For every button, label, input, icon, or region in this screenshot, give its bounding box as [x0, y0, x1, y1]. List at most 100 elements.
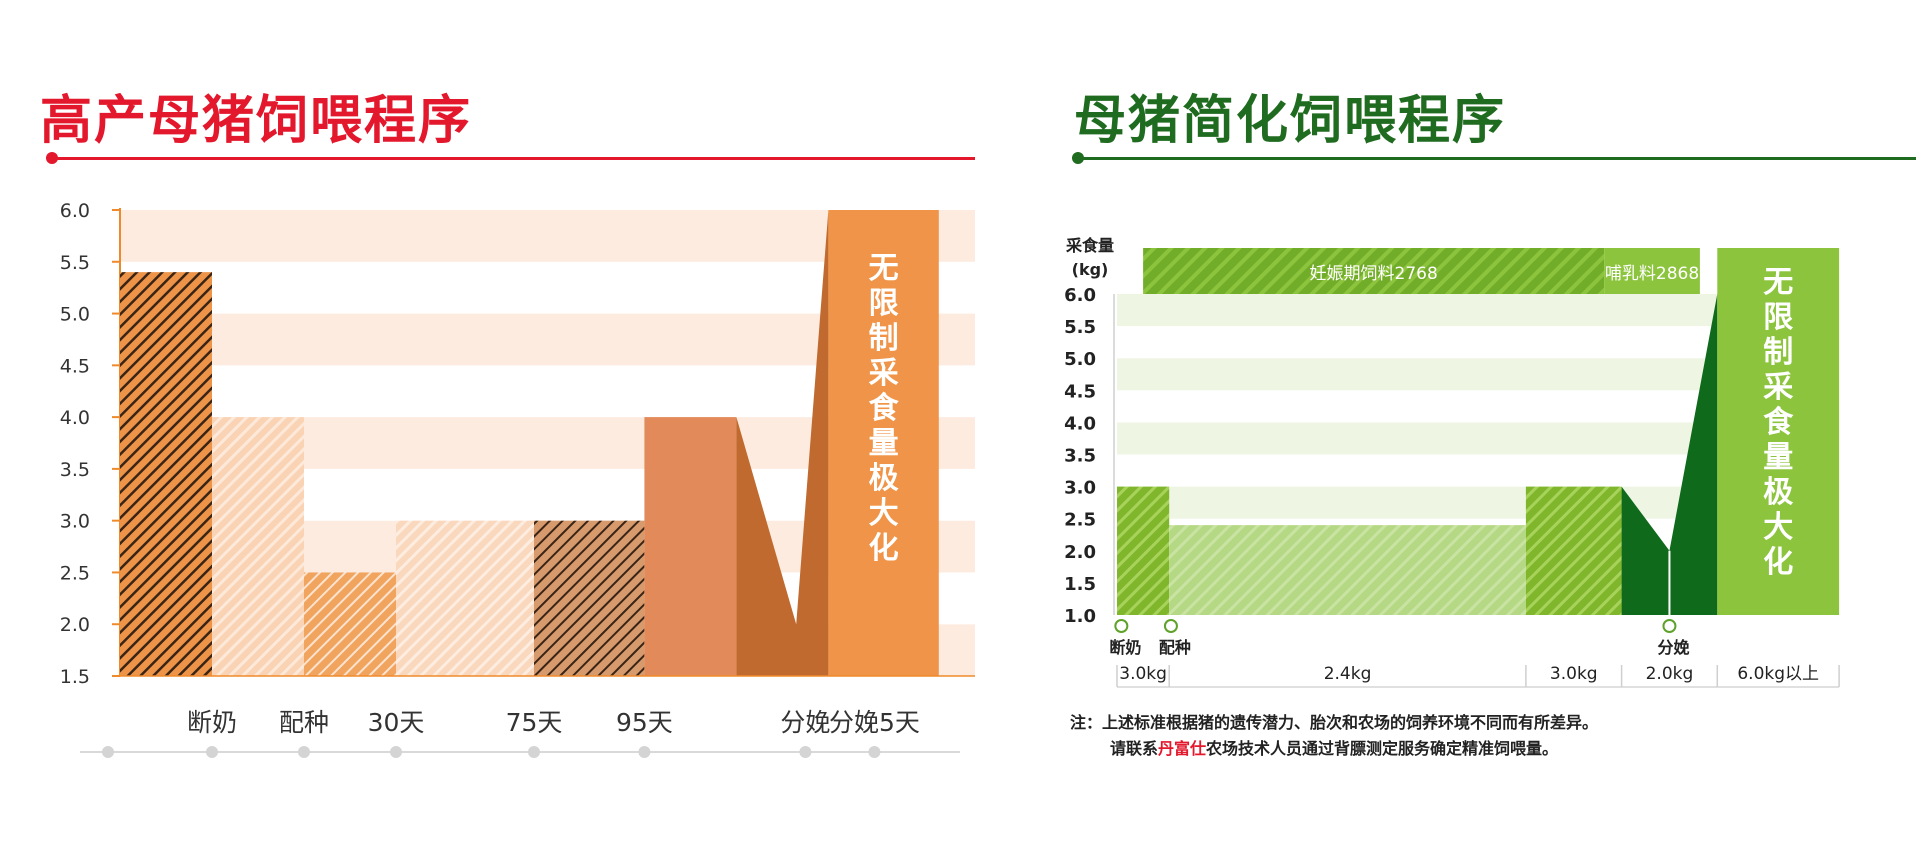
- left-panel: 高产母猪饲喂程序 6.0 5.5 5.0 4.5 4.0 3.5 3.0 2.5 2.0 1.5 无…: [40, 91, 975, 758]
- right-unlimited-label-char: 无: [1763, 265, 1793, 300]
- right-y-axis-title: (kg): [1072, 260, 1109, 279]
- left-y-tick-label: 6.0: [60, 200, 90, 222]
- right-feed-bar-1: [1143, 248, 1605, 294]
- left-unlimited-label-char: 制: [869, 321, 899, 356]
- left-y-tick-label: 5.5: [60, 252, 90, 274]
- right-y-tick-label: 4.5: [1064, 381, 1096, 402]
- right-bar-1: [1117, 486, 1170, 615]
- left-bar-4: [396, 520, 534, 676]
- left-timeline-label: 分娩5天: [829, 708, 920, 737]
- left-unlimited-label-char: 限: [869, 286, 899, 321]
- left-rule-dot: [46, 152, 58, 164]
- left-timeline-dot: [528, 746, 540, 758]
- left-timeline-dot: [206, 746, 218, 758]
- right-y-tick-label: 5.0: [1064, 349, 1096, 370]
- left-unlimited-label-char: 化: [869, 531, 899, 566]
- right-amount-label: 2.4kg: [1324, 664, 1372, 684]
- right-amount-label: 6.0kg以上: [1737, 664, 1819, 684]
- left-bar-3: [304, 572, 396, 676]
- right-grid-band: [1117, 454, 1718, 487]
- right-y-tick-label: 2.5: [1064, 510, 1096, 531]
- right-unlimited-label-char: 化: [1763, 545, 1793, 580]
- left-timeline-dot: [638, 746, 651, 758]
- right-unlimited-label-char: 大: [1763, 510, 1793, 545]
- right-panel: 母猪简化饲喂程序 采食量 (kg) 6.0 5.5 5.0 4.5 4.0 3.5 3.0 2.5…: [1060, 0, 1920, 862]
- left-timeline-dot: [799, 746, 812, 758]
- right-marker-label: 断奶: [1109, 638, 1141, 657]
- right-unlimited-label-char: 采: [1763, 370, 1793, 405]
- right-y-tick-label: 4.0: [1064, 413, 1096, 434]
- right-y-tick-label: 2.0: [1064, 542, 1096, 563]
- left-bar-5: [534, 520, 645, 676]
- right-chart: 采食量 (kg) 6.0 5.5 5.0 4.5 4.0 3.5 3.0 2.5 2.0 1.5 1.0…: [1064, 236, 1840, 688]
- right-marker-label: 配种: [1159, 638, 1191, 657]
- right-marker-dot: [1662, 619, 1677, 633]
- left-bar-2: [212, 417, 304, 676]
- right-y-tick-label: 5.5: [1064, 317, 1096, 338]
- left-timeline-label: 30天: [368, 708, 425, 737]
- right-grid-band: [1117, 294, 1718, 327]
- left-y-tick-label: 2.5: [60, 562, 90, 584]
- left-timeline-dot: [390, 746, 402, 758]
- right-marker-dot: [1114, 619, 1129, 633]
- right-amount-label: 3.0kg: [1119, 664, 1167, 684]
- right-rule-dot: [1072, 152, 1084, 164]
- right-amount-label: 2.0kg: [1646, 664, 1694, 684]
- right-farrowing-drop: [1621, 294, 1718, 615]
- left-y-tick-label: 3.5: [60, 459, 90, 481]
- left-unlimited-label-char: 采: [869, 356, 899, 391]
- left-timeline-label: 断奶: [187, 708, 237, 737]
- right-unlimited-label-char: 食: [1763, 405, 1794, 440]
- left-timeline-dot: [868, 746, 881, 758]
- right-unlimited-label-char: 极: [1763, 475, 1793, 510]
- left-unlimited-label-char: 大: [869, 496, 899, 531]
- left-unlimited-label-char: 食: [869, 391, 900, 426]
- right-bar-3: [1525, 486, 1622, 615]
- right-title: 母猪简化饲喂程序: [1074, 91, 1507, 151]
- left-timeline-label: 95天: [616, 708, 673, 737]
- right-feed-label-1: 妊娠期饲料2768: [1310, 264, 1438, 284]
- note-line-1: 注：上述标准根据猪的遗传潜力、胎次和农场的饲养环境不同而有所差异。: [1070, 713, 1599, 732]
- left-farrowing-drop: [736, 210, 829, 676]
- right-feed-bar-2: [1604, 248, 1700, 294]
- note-line-2: 请联系丹富仕农场技术人员通过背膘测定服务确定精准饲喂量。: [1110, 735, 1558, 759]
- right-bar-2: [1169, 525, 1526, 615]
- right-marker-dot: [1163, 619, 1178, 633]
- note-line-2-pre: 请联系: [1110, 739, 1159, 758]
- left-y-tick-label: 3.0: [60, 511, 90, 533]
- right-y-tick-label: 1.0: [1064, 606, 1096, 627]
- left-bar-6: [644, 417, 737, 676]
- right-grid-band: [1117, 390, 1718, 423]
- left-y-tick-label: 4.0: [60, 407, 90, 429]
- right-feed-label-2: 哺乳料2868: [1605, 264, 1699, 284]
- left-timeline-start-dot: [102, 746, 114, 758]
- right-amount-label: 3.0kg: [1550, 664, 1598, 684]
- left-chart: 6.0 5.5 5.0 4.5 4.0 3.5 3.0 2.5 2.0 1.5 无限制采食量极大化断…: [60, 200, 975, 758]
- left-timeline-dot: [298, 746, 310, 758]
- right-marker-label: 分娩: [1657, 638, 1689, 657]
- right-unlimited-bar: [1717, 248, 1840, 615]
- right-y-tick-label: 3.0: [1064, 478, 1096, 499]
- right-unlimited-label-char: 制: [1763, 335, 1793, 370]
- right-unlimited-label-char: 限: [1763, 300, 1793, 335]
- left-unlimited-label-char: 无: [869, 251, 899, 286]
- left-title: 高产母猪饲喂程序: [40, 91, 473, 151]
- left-unlimited-label-char: 极: [869, 461, 899, 496]
- left-unlimited-bar: [828, 210, 939, 676]
- right-grid-band: [1117, 358, 1718, 391]
- right-y-axis-title: 采食量: [1065, 236, 1114, 255]
- right-unlimited-label-char: 量: [1763, 440, 1793, 475]
- left-timeline-label: 分娩: [780, 708, 830, 737]
- right-y-tick-label: 3.5: [1064, 446, 1096, 467]
- left-timeline-label: 配种: [279, 708, 329, 737]
- left-unlimited-label-char: 量: [869, 426, 899, 461]
- right-grid-band: [1117, 422, 1718, 455]
- right-grid-band: [1117, 326, 1718, 359]
- left-title-rule: [46, 152, 975, 164]
- note-brand: 丹富仕: [1158, 739, 1207, 758]
- left-timeline-label: 75天: [506, 708, 563, 737]
- left-y-tick-label: 2.0: [60, 614, 90, 636]
- right-y-tick-label: 6.0: [1064, 285, 1096, 306]
- left-y-tick-label: 1.5: [60, 666, 90, 688]
- right-title-rule: [1072, 152, 1916, 164]
